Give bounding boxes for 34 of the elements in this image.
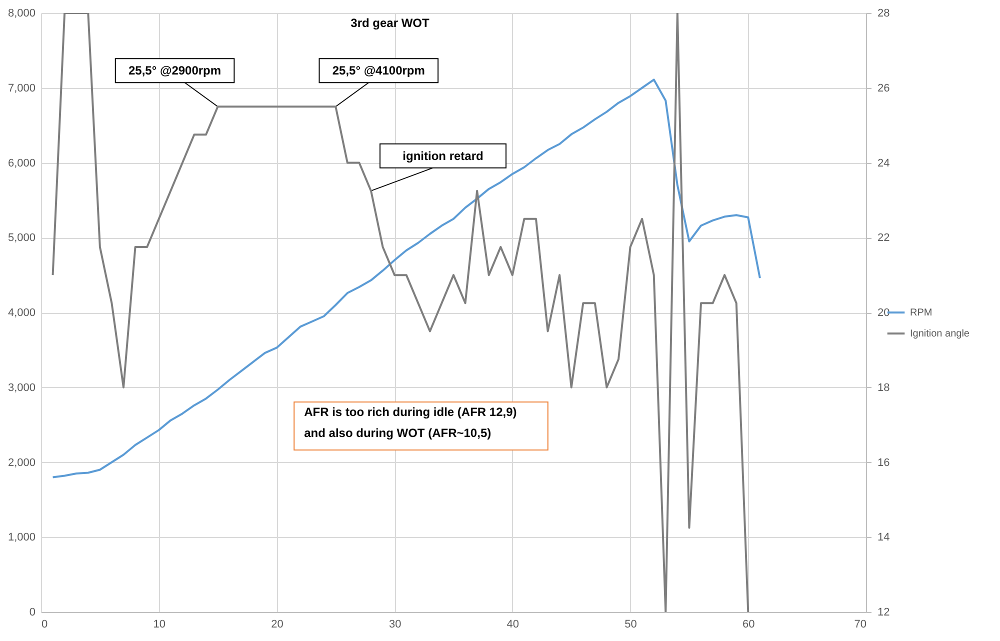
y-tick-label: 0: [29, 606, 36, 618]
y-tick-label: 4,000: [8, 307, 36, 319]
chart-title: 3rd gear WOT: [350, 16, 430, 30]
legend-label: RPM: [910, 308, 932, 318]
line-series: [52, 78, 761, 478]
annotation: 25,5° @4100rpm: [332, 64, 425, 78]
y2-tick-label: 16: [878, 456, 890, 469]
y2-tick-label: 22: [878, 232, 890, 244]
legend-label: Ignition angle: [910, 328, 970, 340]
x-tick-label: 70: [854, 618, 866, 630]
y2-tick-label: 18: [878, 382, 890, 394]
y-tick-label: 3,000: [8, 382, 36, 394]
annotation: 25,5° @2900rpm: [128, 64, 222, 78]
y-tick-label: 5,000: [8, 232, 36, 244]
y-tick-label: 1,000: [8, 532, 36, 544]
y-tick-label: 2,000: [8, 456, 36, 469]
y2-tick-label: 12: [878, 606, 890, 618]
y2-tick-label: 14: [878, 532, 890, 544]
line-series: [52, 13, 750, 612]
x-tick-label: 50: [624, 618, 637, 630]
y2-tick-label: 24: [878, 157, 890, 170]
x-tick-label: 40: [506, 618, 520, 630]
x-tick-label: 20: [271, 618, 284, 630]
annotation: ignition retard: [402, 148, 484, 163]
y2-tick-label: 26: [878, 82, 890, 94]
y-tick-label: 8,000: [8, 8, 36, 20]
x-tick-label: 10: [153, 618, 166, 630]
annotation: AFR is too rich during idle (AFR 12,9) and also during WOT (AFR~10,5): [304, 405, 517, 440]
x-tick-label: 30: [388, 618, 402, 630]
y2-tick-label: 28: [878, 8, 890, 20]
x-tick-label: 0: [42, 618, 48, 630]
y-tick-label: 6,000: [8, 157, 36, 170]
y-tick-label: 7,000: [8, 82, 36, 94]
x-tick-label: 60: [742, 618, 755, 630]
